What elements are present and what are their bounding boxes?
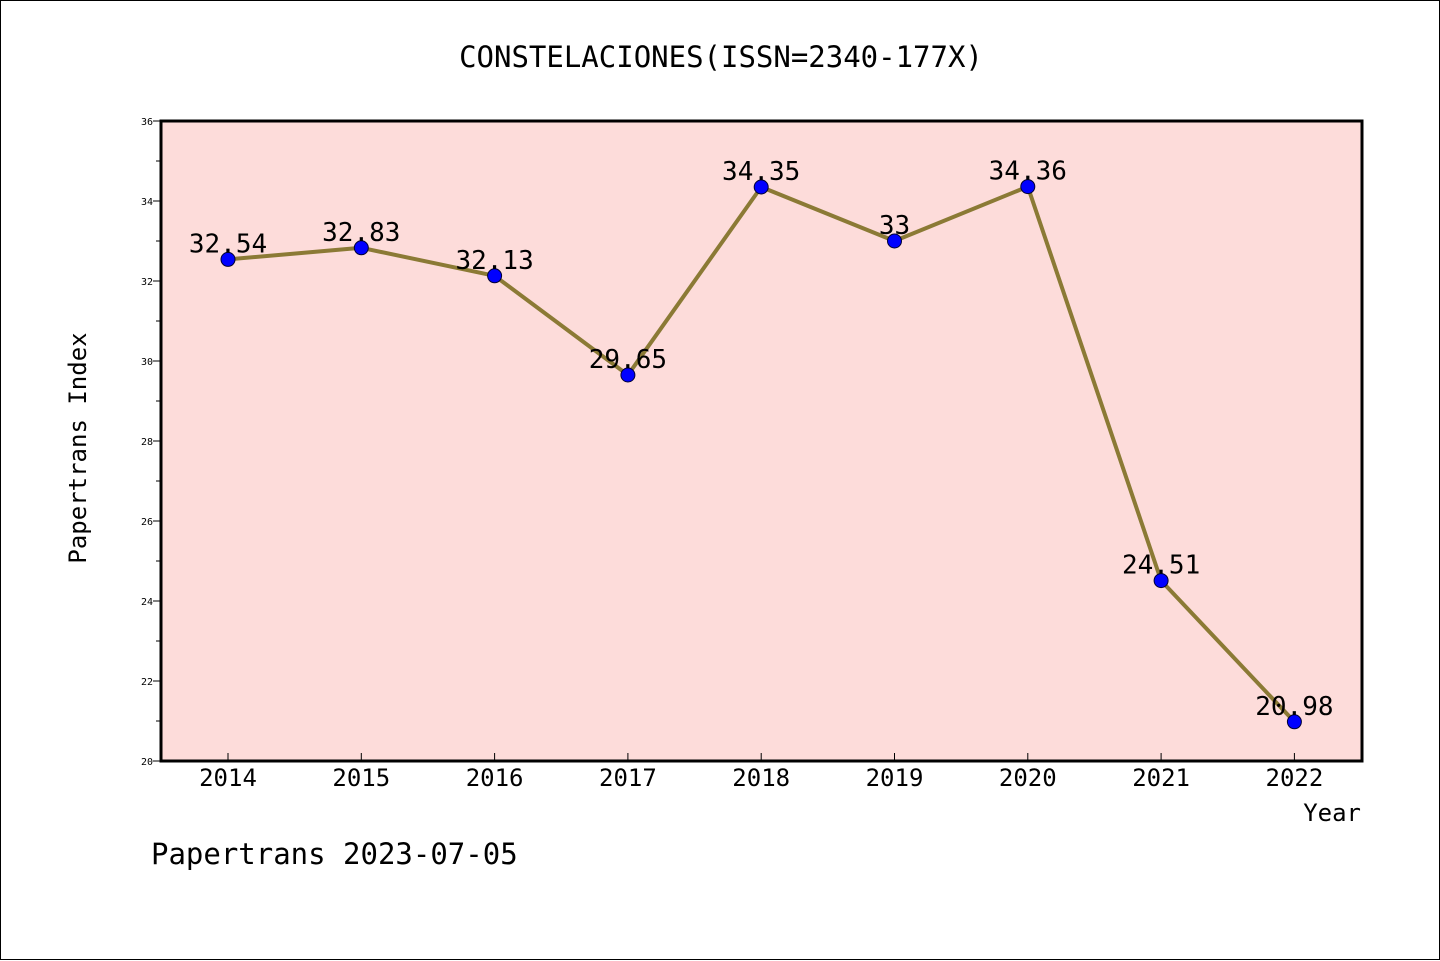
y-tick-label: 30 — [141, 357, 153, 368]
x-tick-label: 2021 — [1132, 764, 1190, 792]
y-tick-label: 22 — [141, 677, 153, 688]
data-point — [753, 179, 769, 195]
y-tick-label: 32 — [141, 277, 153, 288]
data-point — [1020, 179, 1036, 195]
y-axis-label: Papertrans Index — [64, 332, 92, 563]
x-tick-label: 2020 — [999, 764, 1057, 792]
data-label: 33 — [879, 211, 910, 241]
y-tick-label: 24 — [141, 597, 153, 608]
data-point — [1153, 573, 1169, 589]
y-tick-label: 36 — [141, 117, 153, 128]
data-point — [353, 240, 369, 256]
x-tick-label: 2016 — [466, 764, 524, 792]
x-tick-label: 2014 — [199, 764, 257, 792]
y-tick-label: 34 — [141, 197, 153, 208]
plot-area — [159, 119, 1364, 763]
data-label: 32.54 — [189, 229, 267, 259]
data-label: 34.36 — [989, 157, 1067, 187]
data-label: 34.35 — [722, 157, 800, 187]
x-tick-label: 2018 — [732, 764, 790, 792]
data-label: 29.65 — [589, 345, 667, 375]
data-point — [1286, 714, 1302, 730]
footer-text: Papertrans 2023-07-05 — [151, 837, 518, 871]
data-label: 20.98 — [1255, 692, 1333, 722]
x-tick-label: 2019 — [866, 764, 924, 792]
x-axis: 2014 2015 2016 2017 2018 2019 2020 2021 2022 — [199, 753, 1323, 792]
x-tick-label: 2015 — [332, 764, 390, 792]
x-tick-label: 2017 — [599, 764, 657, 792]
data-point — [220, 251, 236, 267]
series-layer: 32.54 32.83 32.13 29.65 34.35 33 34.36 24.51 20.… — [189, 157, 1334, 730]
y-tick-label: 26 — [141, 517, 153, 528]
data-label: 24.51 — [1122, 551, 1200, 581]
y-axis: 20 22 24 26 28 30 32 34 36 — [141, 117, 161, 768]
data-label: 32.83 — [322, 218, 400, 248]
x-tick-label: 2022 — [1266, 764, 1324, 792]
x-axis-label: Year — [1303, 799, 1361, 827]
y-tick-label: 20 — [141, 757, 153, 768]
data-label: 32.13 — [455, 246, 533, 276]
chart-title: CONSTELACIONES(ISSN=2340-177X) — [459, 40, 983, 74]
data-point — [887, 233, 902, 249]
y-tick-label: 28 — [141, 437, 153, 448]
data-point — [620, 367, 636, 383]
data-point — [487, 268, 503, 284]
